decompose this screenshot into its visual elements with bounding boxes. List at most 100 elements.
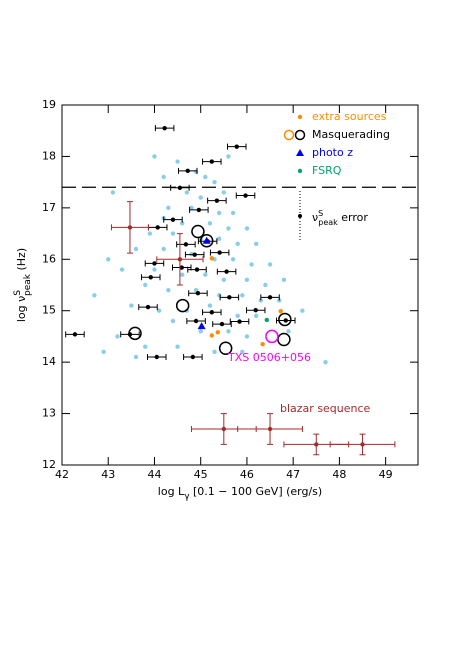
y-axis-label: log νSpeak (Hz)	[13, 248, 33, 322]
point	[193, 318, 199, 324]
point	[195, 291, 201, 296]
point	[300, 308, 305, 313]
point	[128, 326, 142, 341]
point	[227, 295, 232, 300]
point	[127, 225, 133, 230]
point	[253, 241, 259, 247]
point	[230, 257, 236, 262]
label-part: peak	[23, 273, 33, 296]
point	[143, 282, 148, 288]
point	[161, 174, 166, 180]
point	[115, 334, 120, 339]
point	[191, 224, 205, 239]
point	[170, 217, 176, 222]
point	[152, 154, 157, 159]
point	[243, 193, 248, 198]
point	[277, 332, 291, 347]
point	[145, 304, 151, 310]
point	[161, 246, 166, 252]
x-tick-label: 49	[379, 468, 393, 481]
x-tick-label: 47	[286, 468, 300, 481]
legend-marker	[294, 129, 306, 141]
point	[184, 190, 190, 195]
point	[216, 293, 222, 298]
point	[203, 174, 208, 180]
point	[196, 207, 202, 213]
point	[72, 332, 78, 337]
label-part: peak	[318, 218, 338, 227]
x-tick-label: 43	[101, 468, 115, 481]
point	[185, 168, 190, 174]
y-tick-label: 14	[42, 355, 56, 368]
point	[297, 168, 303, 174]
point	[218, 341, 233, 356]
point	[209, 159, 214, 164]
point	[221, 190, 227, 195]
point	[166, 287, 171, 293]
point	[214, 198, 220, 203]
point	[119, 267, 125, 272]
point	[133, 354, 139, 360]
point	[180, 221, 185, 226]
point	[177, 257, 183, 262]
point	[283, 318, 288, 323]
point	[226, 154, 231, 159]
point	[277, 298, 282, 303]
point	[219, 321, 225, 327]
point	[175, 344, 180, 349]
point	[193, 169, 199, 175]
point	[148, 275, 153, 280]
point	[106, 257, 111, 262]
point	[230, 210, 236, 216]
point	[267, 262, 273, 267]
y-tick-label: 18	[42, 149, 56, 162]
point	[216, 210, 222, 216]
legend-error-dot	[298, 214, 302, 218]
x-tick-label: 45	[194, 468, 208, 481]
y-tick-label: 19	[42, 98, 56, 111]
label-part: [0.1 − 100 GeV] (erg/s)	[190, 485, 323, 498]
legend-label: Masquerading	[312, 128, 390, 141]
legend-label: extra sources	[312, 110, 387, 123]
legend-label: photo z	[312, 146, 353, 159]
annotation: TXS 0506+056	[227, 351, 311, 364]
point	[207, 303, 213, 308]
point	[314, 442, 319, 447]
point	[260, 341, 265, 347]
point	[297, 114, 303, 120]
point	[183, 242, 189, 247]
y-tick-label: 12	[42, 458, 56, 471]
y-tick-label: 13	[42, 407, 56, 420]
point	[253, 308, 258, 313]
point	[170, 231, 176, 236]
label-part: error	[338, 211, 369, 224]
point	[240, 349, 245, 355]
point	[221, 277, 227, 283]
x-tick-label: 46	[240, 468, 254, 481]
point	[249, 262, 254, 267]
point	[152, 261, 157, 266]
point	[212, 349, 217, 355]
label-part: γ	[184, 492, 190, 502]
point	[198, 329, 203, 334]
x-axis-label: log Lγ [0.1 − 100 GeV] (erg/s)	[158, 485, 322, 502]
point	[240, 293, 245, 298]
point	[180, 272, 185, 277]
point	[190, 354, 196, 360]
point	[296, 149, 304, 156]
point	[264, 317, 270, 323]
point	[217, 250, 222, 255]
x-tick-label: 44	[147, 468, 161, 481]
x-tick-label: 48	[332, 468, 346, 481]
y-tick-label: 16	[42, 252, 56, 265]
legend-label: FSRQ	[312, 164, 342, 177]
point	[189, 205, 194, 211]
point	[129, 303, 134, 308]
annotation: blazar sequence	[280, 402, 371, 415]
point	[101, 349, 106, 355]
point	[212, 179, 217, 185]
point	[224, 269, 229, 274]
label-part: (Hz)	[15, 248, 28, 274]
point	[155, 225, 160, 230]
point	[179, 265, 184, 270]
